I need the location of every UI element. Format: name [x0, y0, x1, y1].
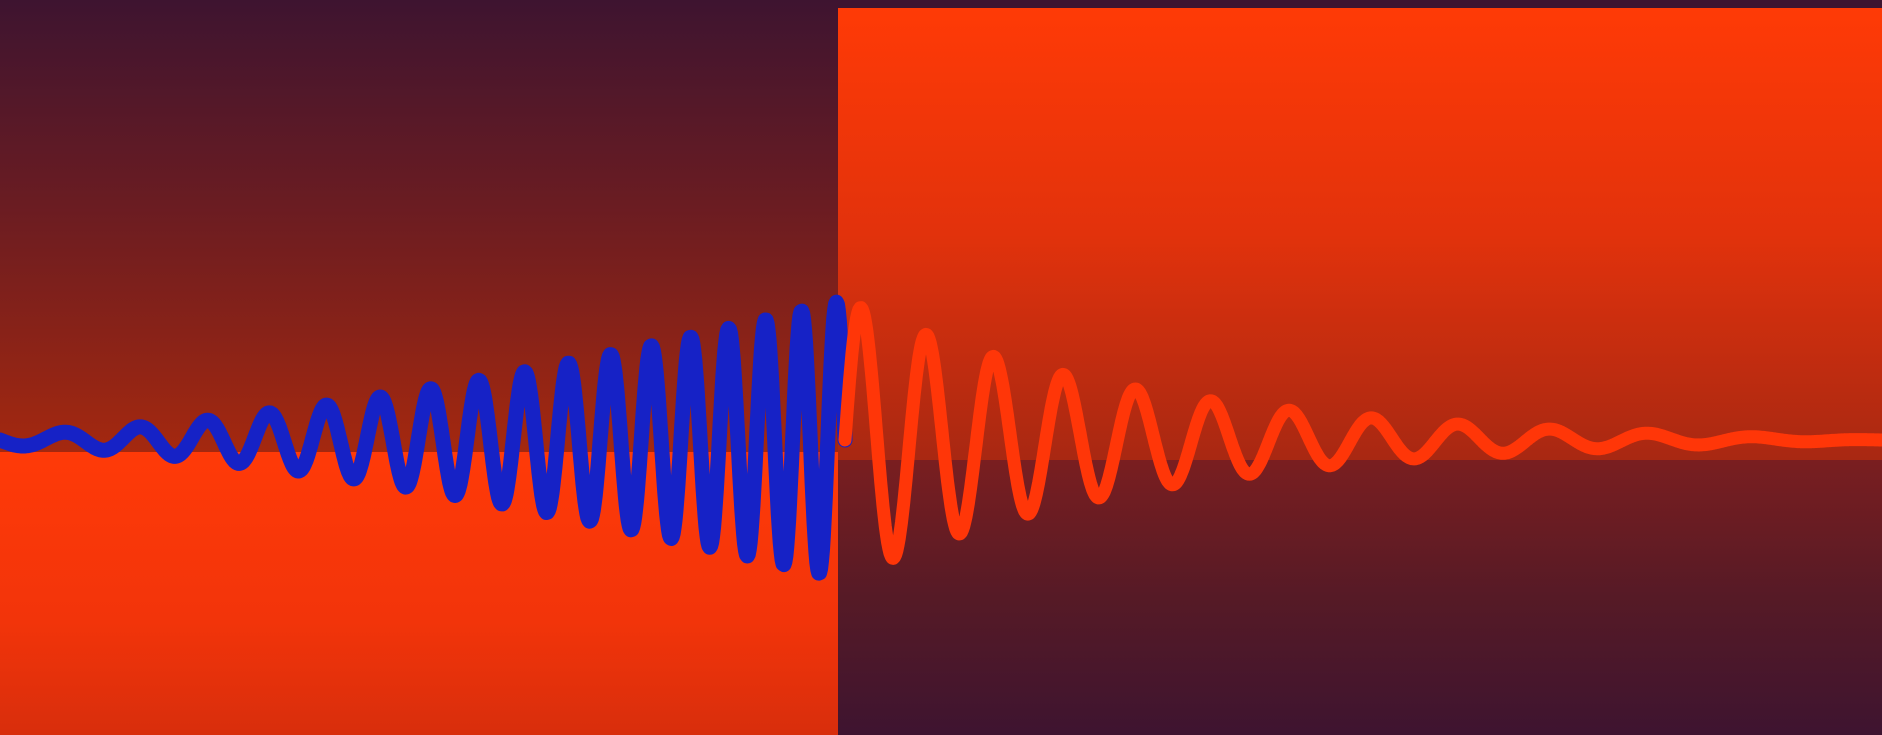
background-panel-bottom-right: [838, 460, 1882, 735]
background-panel-top-right: [838, 8, 1882, 460]
background-panel-top-left: [0, 0, 838, 452]
blue-chirp-wave: [0, 294, 853, 581]
orange-decay-wave: [838, 301, 1882, 565]
background-strip-top-right: [838, 0, 1882, 8]
